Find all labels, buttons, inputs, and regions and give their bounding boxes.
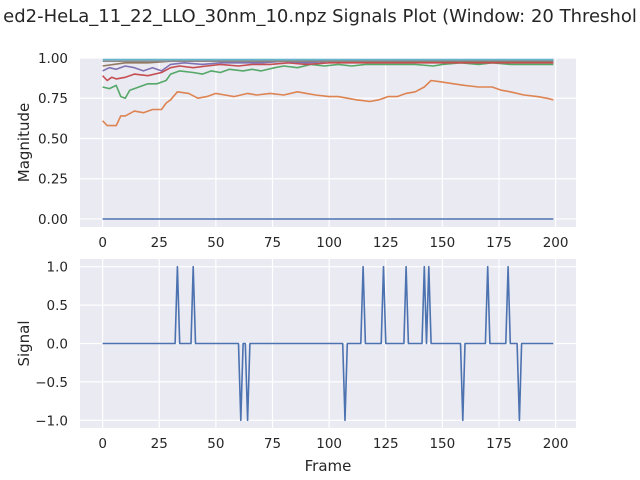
signal-series-group (102, 265, 554, 422)
signal-x-tick-label: 75 (264, 436, 281, 452)
magnitude-axes: 0 25 50 75 100 125 150 175 200 0.00 0.25 0.50 0.75 1.… (15, 51, 576, 251)
signal-x-tick-label: 175 (486, 436, 512, 452)
signal-y-tick-label: 1.0 (47, 260, 68, 276)
signal-series-line-0 (102, 265, 554, 422)
signal-y-tick-label: −1.0 (35, 413, 68, 429)
signal-x-tick-label: 50 (207, 436, 224, 452)
signal-y-tick-label: −0.5 (35, 375, 68, 391)
magnitude-y-tick-label: 1.00 (38, 51, 68, 67)
signal-y-tick-label: 0.5 (47, 298, 68, 314)
magnitude-y-tick-label: 0.25 (38, 172, 68, 188)
signal-y-tick-label: 0.0 (47, 337, 68, 353)
magnitude-x-tick-label: 75 (264, 235, 281, 251)
signal-tick-labels: 0 25 50 75 100 125 150 175 200 −1.0 −0.5 0.0 0.5 1.0 (35, 260, 568, 452)
magnitude-x-tick-label: 175 (486, 235, 512, 251)
magnitude-series-line-3 (102, 62, 554, 82)
magnitude-y-tick-label: 0.75 (38, 91, 68, 107)
signal-y-axis-label: Signal (15, 320, 33, 366)
magnitude-y-tick-label: 0.00 (38, 212, 68, 228)
signal-x-tick-label: 0 (98, 436, 107, 452)
signal-axes: 0 25 50 75 100 125 150 175 200−1.0−0.50.00.51.0 … (15, 259, 576, 475)
magnitude-x-tick-label: 25 (151, 235, 168, 251)
magnitude-plot-area (80, 58, 576, 227)
magnitude-y-tick-label: 0.50 (38, 131, 68, 147)
magnitude-x-tick-label: 50 (207, 235, 224, 251)
signal-x-tick-label: 125 (373, 436, 399, 452)
magnitude-x-tick-label: 125 (373, 235, 399, 251)
magnitude-tick-labels: 0 25 50 75 100 125 150 175 200 0.00 0.25 0.50 0.75 1.… (38, 51, 569, 251)
magnitude-x-tick-label: 0 (98, 235, 107, 251)
magnitude-x-tick-label: 150 (429, 235, 455, 251)
magnitude-x-tick-label: 100 (316, 235, 342, 251)
magnitude-series-line-6 (102, 59, 554, 62)
magnitude-x-tick-label: 200 (543, 235, 569, 251)
signal-x-tick-label: 150 (429, 436, 455, 452)
signal-x-tick-label: 100 (316, 436, 342, 452)
magnitude-y-axis-label: Magnitude (15, 103, 33, 182)
frame-x-axis-label: Frame (305, 457, 352, 475)
magnitude-series-line-1 (102, 79, 554, 127)
chart-title: ed2-HeLa_11_22_LLO_30nm_10.npz Signals P… (3, 6, 637, 27)
magnitude-series-line-2 (102, 62, 554, 99)
magnitude-series-group (102, 58, 554, 220)
signal-x-tick-label: 25 (151, 436, 168, 452)
signal-x-tick-label: 200 (543, 436, 569, 452)
